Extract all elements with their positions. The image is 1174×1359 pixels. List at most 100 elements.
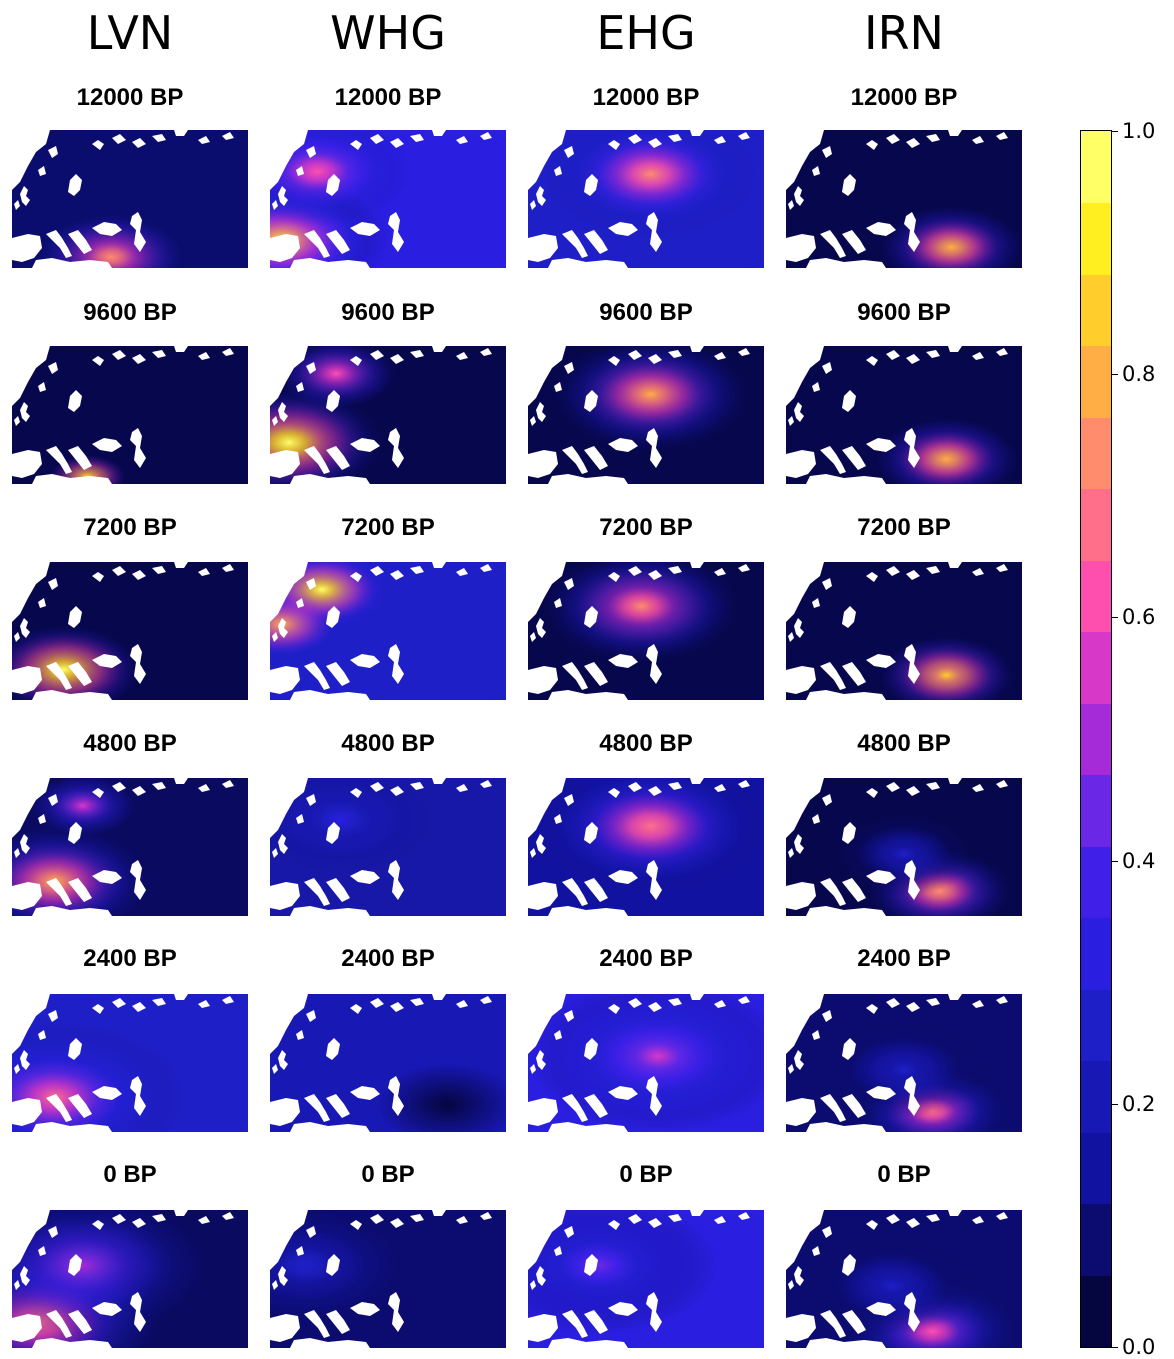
panel-title: 9600 BP xyxy=(341,299,435,326)
ancestry-gradient xyxy=(12,1210,248,1348)
column-title: EHG xyxy=(596,6,696,60)
colorbar-band xyxy=(1081,1060,1111,1133)
panel-title: 12000 BP xyxy=(334,84,442,111)
map-frame-cut xyxy=(12,130,50,190)
colorbar-band xyxy=(1081,345,1111,418)
ancestry-map xyxy=(528,130,764,268)
colorbar-tick-label: 0.8 xyxy=(1122,362,1156,387)
colorbar-tick xyxy=(1112,617,1118,619)
ancestry-gradient xyxy=(12,778,248,916)
ancestry-map xyxy=(528,1210,764,1348)
panel-title: 0 BP xyxy=(619,1161,673,1188)
panel-title: 7200 BP xyxy=(83,514,177,541)
ancestry-map xyxy=(270,994,506,1132)
ancestry-gradient xyxy=(270,562,506,700)
map-frame-cut xyxy=(270,994,308,1054)
map-frame-cut xyxy=(786,994,824,1054)
ancestry-gradient xyxy=(528,994,764,1132)
panel-title: 7200 BP xyxy=(599,514,693,541)
ancestry-gradient xyxy=(786,562,1022,700)
map-frame-cut xyxy=(528,1210,566,1270)
ancestry-map xyxy=(12,994,248,1132)
panel-title: 2400 BP xyxy=(341,945,435,972)
ancestry-map xyxy=(528,562,764,700)
colorbar-band xyxy=(1081,989,1111,1062)
colorbar-tick-label: 0.2 xyxy=(1122,1091,1156,1116)
panel-title: 2400 BP xyxy=(599,945,693,972)
ancestry-gradient xyxy=(12,346,248,484)
ancestry-map xyxy=(270,1210,506,1348)
ancestry-gradient xyxy=(528,778,764,916)
panel-title: 2400 BP xyxy=(83,945,177,972)
ancestry-gradient xyxy=(528,130,764,268)
panel-title: 7200 BP xyxy=(341,514,435,541)
panel-title: 0 BP xyxy=(361,1161,415,1188)
column-title: WHG xyxy=(330,6,446,60)
colorbar-band xyxy=(1081,202,1111,275)
column-title: LVN xyxy=(86,6,174,60)
colorbar-band xyxy=(1081,1275,1111,1348)
colorbar-tick xyxy=(1112,1103,1118,1105)
colorbar-tick-label: 0.4 xyxy=(1122,848,1156,873)
map-frame-cut xyxy=(270,562,308,622)
panel-title: 9600 BP xyxy=(857,299,951,326)
map-frame-cut xyxy=(270,346,308,406)
ancestry-map xyxy=(270,346,506,484)
map-frame-cut xyxy=(786,346,824,406)
ancestry-map xyxy=(786,778,1022,916)
panel-title: 4800 BP xyxy=(341,730,435,757)
ancestry-map xyxy=(12,778,248,916)
ancestry-gradient xyxy=(12,130,248,268)
panel-title: 4800 BP xyxy=(83,730,177,757)
panel-title: 2400 BP xyxy=(857,945,951,972)
ancestry-gradient xyxy=(786,778,1022,916)
colorbar-band xyxy=(1081,846,1111,919)
panel-title: 4800 BP xyxy=(599,730,693,757)
ancestry-map xyxy=(786,346,1022,484)
ancestry-gradient xyxy=(270,346,506,484)
colorbar-band xyxy=(1081,560,1111,633)
ancestry-gradient xyxy=(786,130,1022,268)
map-frame-cut xyxy=(270,1210,308,1270)
panel-title: 12000 BP xyxy=(850,84,958,111)
map-frame-cut xyxy=(528,562,566,622)
ancestry-map xyxy=(786,562,1022,700)
colorbar-band xyxy=(1081,703,1111,776)
ancestry-map xyxy=(12,346,248,484)
ancestry-gradient xyxy=(786,346,1022,484)
map-frame-cut xyxy=(528,130,566,190)
ancestry-gradient xyxy=(12,994,248,1132)
panel-title: 9600 BP xyxy=(599,299,693,326)
ancestry-map xyxy=(528,778,764,916)
colorbar-band xyxy=(1081,131,1111,204)
panel-title: 9600 BP xyxy=(83,299,177,326)
ancestry-map xyxy=(270,778,506,916)
colorbar-tick xyxy=(1112,374,1118,376)
colorbar-band xyxy=(1081,774,1111,847)
panel-title: 12000 BP xyxy=(76,84,184,111)
panel-title: 0 BP xyxy=(103,1161,157,1188)
colorbar-tick xyxy=(1112,860,1118,862)
colorbar-tick-label: 0.0 xyxy=(1122,1335,1156,1359)
ancestry-map xyxy=(270,562,506,700)
ancestry-gradient xyxy=(270,778,506,916)
ancestry-gradient xyxy=(528,1210,764,1348)
map-frame-cut xyxy=(12,562,50,622)
map-frame-cut xyxy=(12,346,50,406)
ancestry-gradient xyxy=(786,1210,1022,1348)
ancestry-gradient xyxy=(270,1210,506,1348)
map-frame-cut xyxy=(528,994,566,1054)
map-frame-cut xyxy=(786,778,824,838)
colorbar-band xyxy=(1081,274,1111,347)
map-frame-cut xyxy=(12,1210,50,1270)
ancestry-map xyxy=(786,1210,1022,1348)
panel-title: 4800 BP xyxy=(857,730,951,757)
panel-title: 7200 BP xyxy=(857,514,951,541)
map-frame-cut xyxy=(270,130,308,190)
ancestry-gradient xyxy=(786,994,1022,1132)
colorbar xyxy=(1080,130,1112,1348)
colorbar-tick xyxy=(1112,1347,1118,1348)
ancestry-map xyxy=(12,130,248,268)
panel-title: 0 BP xyxy=(877,1161,931,1188)
colorbar-tick-label: 0.6 xyxy=(1122,605,1156,630)
